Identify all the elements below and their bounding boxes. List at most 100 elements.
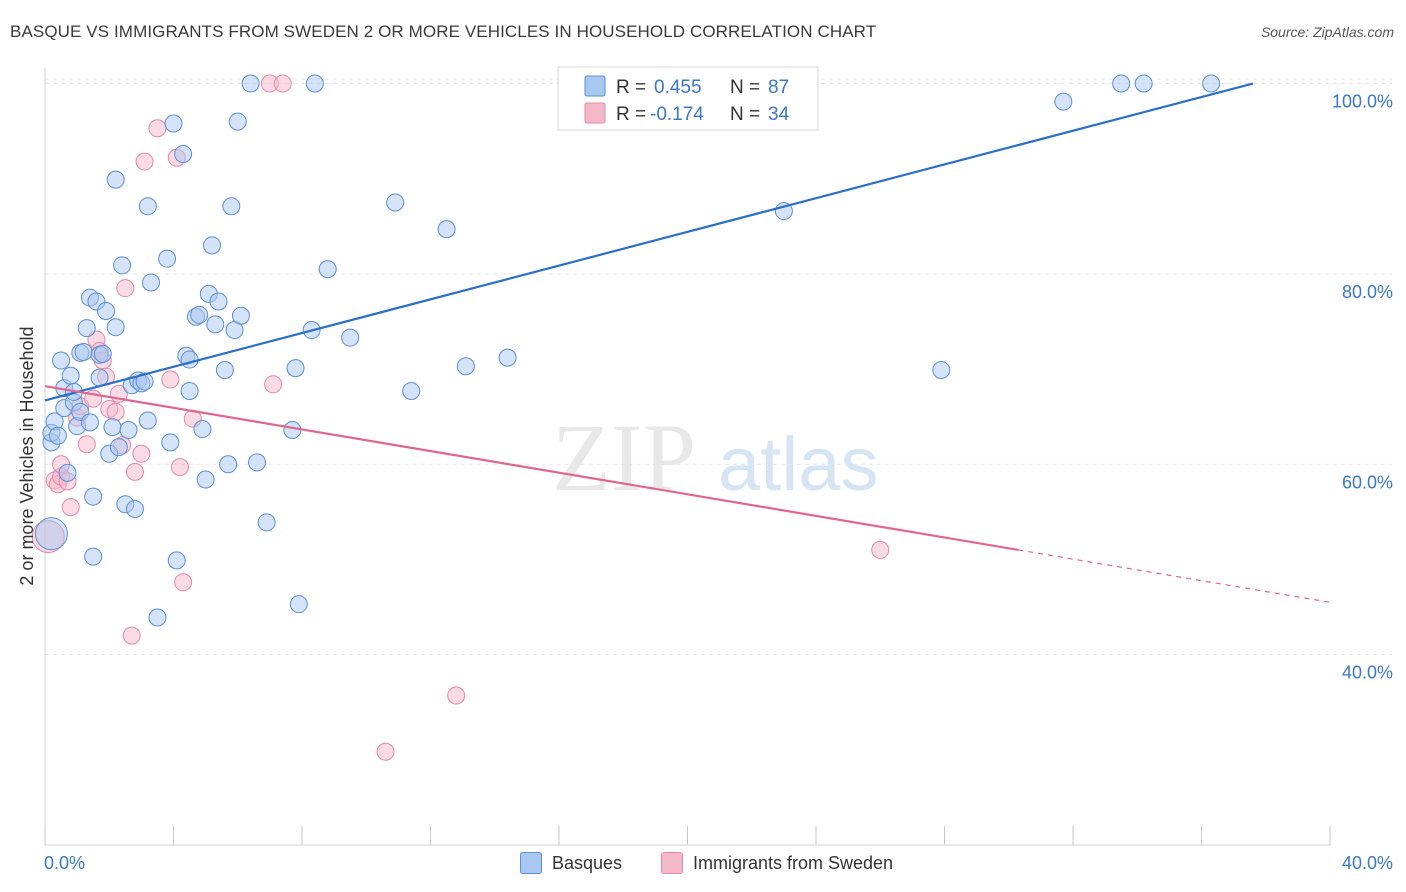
basques-point <box>305 74 324 93</box>
basques-point <box>77 319 96 338</box>
basques-point <box>257 513 276 532</box>
y-tick-label: 40.0% <box>1342 663 1393 683</box>
basques-point <box>74 342 93 361</box>
sweden-point <box>77 435 96 454</box>
basques-point <box>241 74 260 93</box>
basques-point <box>437 220 456 239</box>
basques-point <box>289 595 308 614</box>
sweden-point <box>122 626 141 645</box>
legend-swatch-basques <box>584 75 606 97</box>
basques-point <box>283 420 302 439</box>
legend-swatch-basques-bottom <box>520 852 542 874</box>
basques-point <box>456 357 475 376</box>
basques-point <box>103 418 122 437</box>
sweden-point <box>106 402 125 421</box>
legend-n-label-basques: N = <box>730 77 760 98</box>
axes <box>44 68 1331 846</box>
basques-point <box>196 470 215 489</box>
sweden-point <box>174 573 193 592</box>
legend-swatch-sweden <box>584 102 606 124</box>
basques-point <box>203 236 222 255</box>
trend-line-basques <box>44 82 1254 402</box>
basques-point <box>231 306 250 325</box>
legend-item-sweden: Immigrants from Sweden <box>661 852 893 874</box>
sweden-point <box>447 686 466 705</box>
basques-point <box>164 114 183 133</box>
legend-r-label-sweden: R = <box>616 104 646 125</box>
watermark: ZIP atlas <box>552 404 879 511</box>
basques-point <box>80 413 99 432</box>
x-tick-label: 40.0% <box>1342 853 1393 873</box>
sweden-point <box>871 540 890 559</box>
chart-title: BASQUE VS IMMIGRANTS FROM SWEDEN 2 OR MO… <box>10 22 877 41</box>
series-basques <box>34 74 1221 627</box>
x-tick-label: 0.0% <box>44 853 85 873</box>
basques-point <box>97 302 116 321</box>
source-credit: Source: ZipAtlas.com <box>1260 24 1394 40</box>
y-tick-label: 100.0% <box>1332 92 1393 112</box>
sweden-point <box>264 375 283 394</box>
basques-point <box>228 112 247 131</box>
basques-point <box>1054 92 1073 111</box>
basques-point <box>34 517 68 551</box>
basques-point <box>93 344 112 363</box>
sweden-point <box>161 370 180 389</box>
basques-point <box>498 348 517 367</box>
legend-r-label-basques: R = <box>616 77 646 98</box>
legend-r-value-basques: 0.455 <box>654 77 702 98</box>
basques-point <box>1202 74 1221 93</box>
basques-point <box>125 499 144 518</box>
basques-point <box>138 411 157 430</box>
sweden-point <box>376 742 395 761</box>
legend-bottom: Basques Immigrants from Sweden <box>0 852 1406 878</box>
legend-swatch-sweden-bottom <box>661 852 683 874</box>
y-tick-labels: 40.0% 60.0% 80.0% 100.0% <box>1332 92 1393 683</box>
gridlines <box>45 78 1392 656</box>
legend-r-value-sweden: -0.174 <box>650 104 704 125</box>
basques-point <box>148 608 167 627</box>
basques-point <box>135 372 154 391</box>
basques-point <box>190 305 209 324</box>
basques-point <box>106 318 125 337</box>
legend-item-basques: Basques <box>520 852 622 874</box>
basques-point <box>1134 74 1153 93</box>
basques-point <box>286 359 305 378</box>
basques-point <box>58 463 77 482</box>
y-tick-label: 60.0% <box>1342 472 1393 492</box>
sweden-point <box>170 458 189 477</box>
trend-line-sweden <box>44 385 1019 552</box>
basques-point <box>215 361 234 380</box>
basques-point <box>106 170 125 189</box>
basques-point <box>180 350 199 369</box>
basques-point <box>222 197 241 216</box>
basques-point <box>52 351 71 370</box>
basques-point <box>248 453 267 472</box>
basques-point <box>109 438 128 457</box>
basques-point <box>119 420 138 439</box>
basques-point <box>142 273 161 292</box>
basques-point <box>138 197 157 216</box>
basques-point <box>341 328 360 347</box>
basques-point <box>386 193 405 212</box>
legend-top: R = 0.455 N = 87 R = -0.174 N = 34 <box>557 66 819 131</box>
basques-point <box>219 455 238 474</box>
legend-label-basques: Basques <box>552 852 623 873</box>
basques-point <box>402 381 421 400</box>
trend-line-sweden-extrapolated <box>1018 549 1331 603</box>
basques-point <box>209 292 228 311</box>
basques-point <box>1112 74 1131 93</box>
basques-point <box>84 487 103 506</box>
series-immigrants-from-sweden <box>31 74 890 761</box>
sweden-point <box>135 152 154 171</box>
sweden-point <box>132 444 151 463</box>
basques-point <box>161 433 180 452</box>
watermark-zip: ZIP <box>552 404 696 511</box>
sweden-point <box>125 462 144 481</box>
basques-point <box>193 420 212 439</box>
basques-point <box>318 260 337 279</box>
legend-n-value-sweden: 34 <box>768 104 790 125</box>
y-tick-label: 80.0% <box>1342 282 1393 302</box>
basques-point <box>932 361 951 380</box>
y-axis-label: 2 or more Vehicles in Household <box>17 326 37 585</box>
